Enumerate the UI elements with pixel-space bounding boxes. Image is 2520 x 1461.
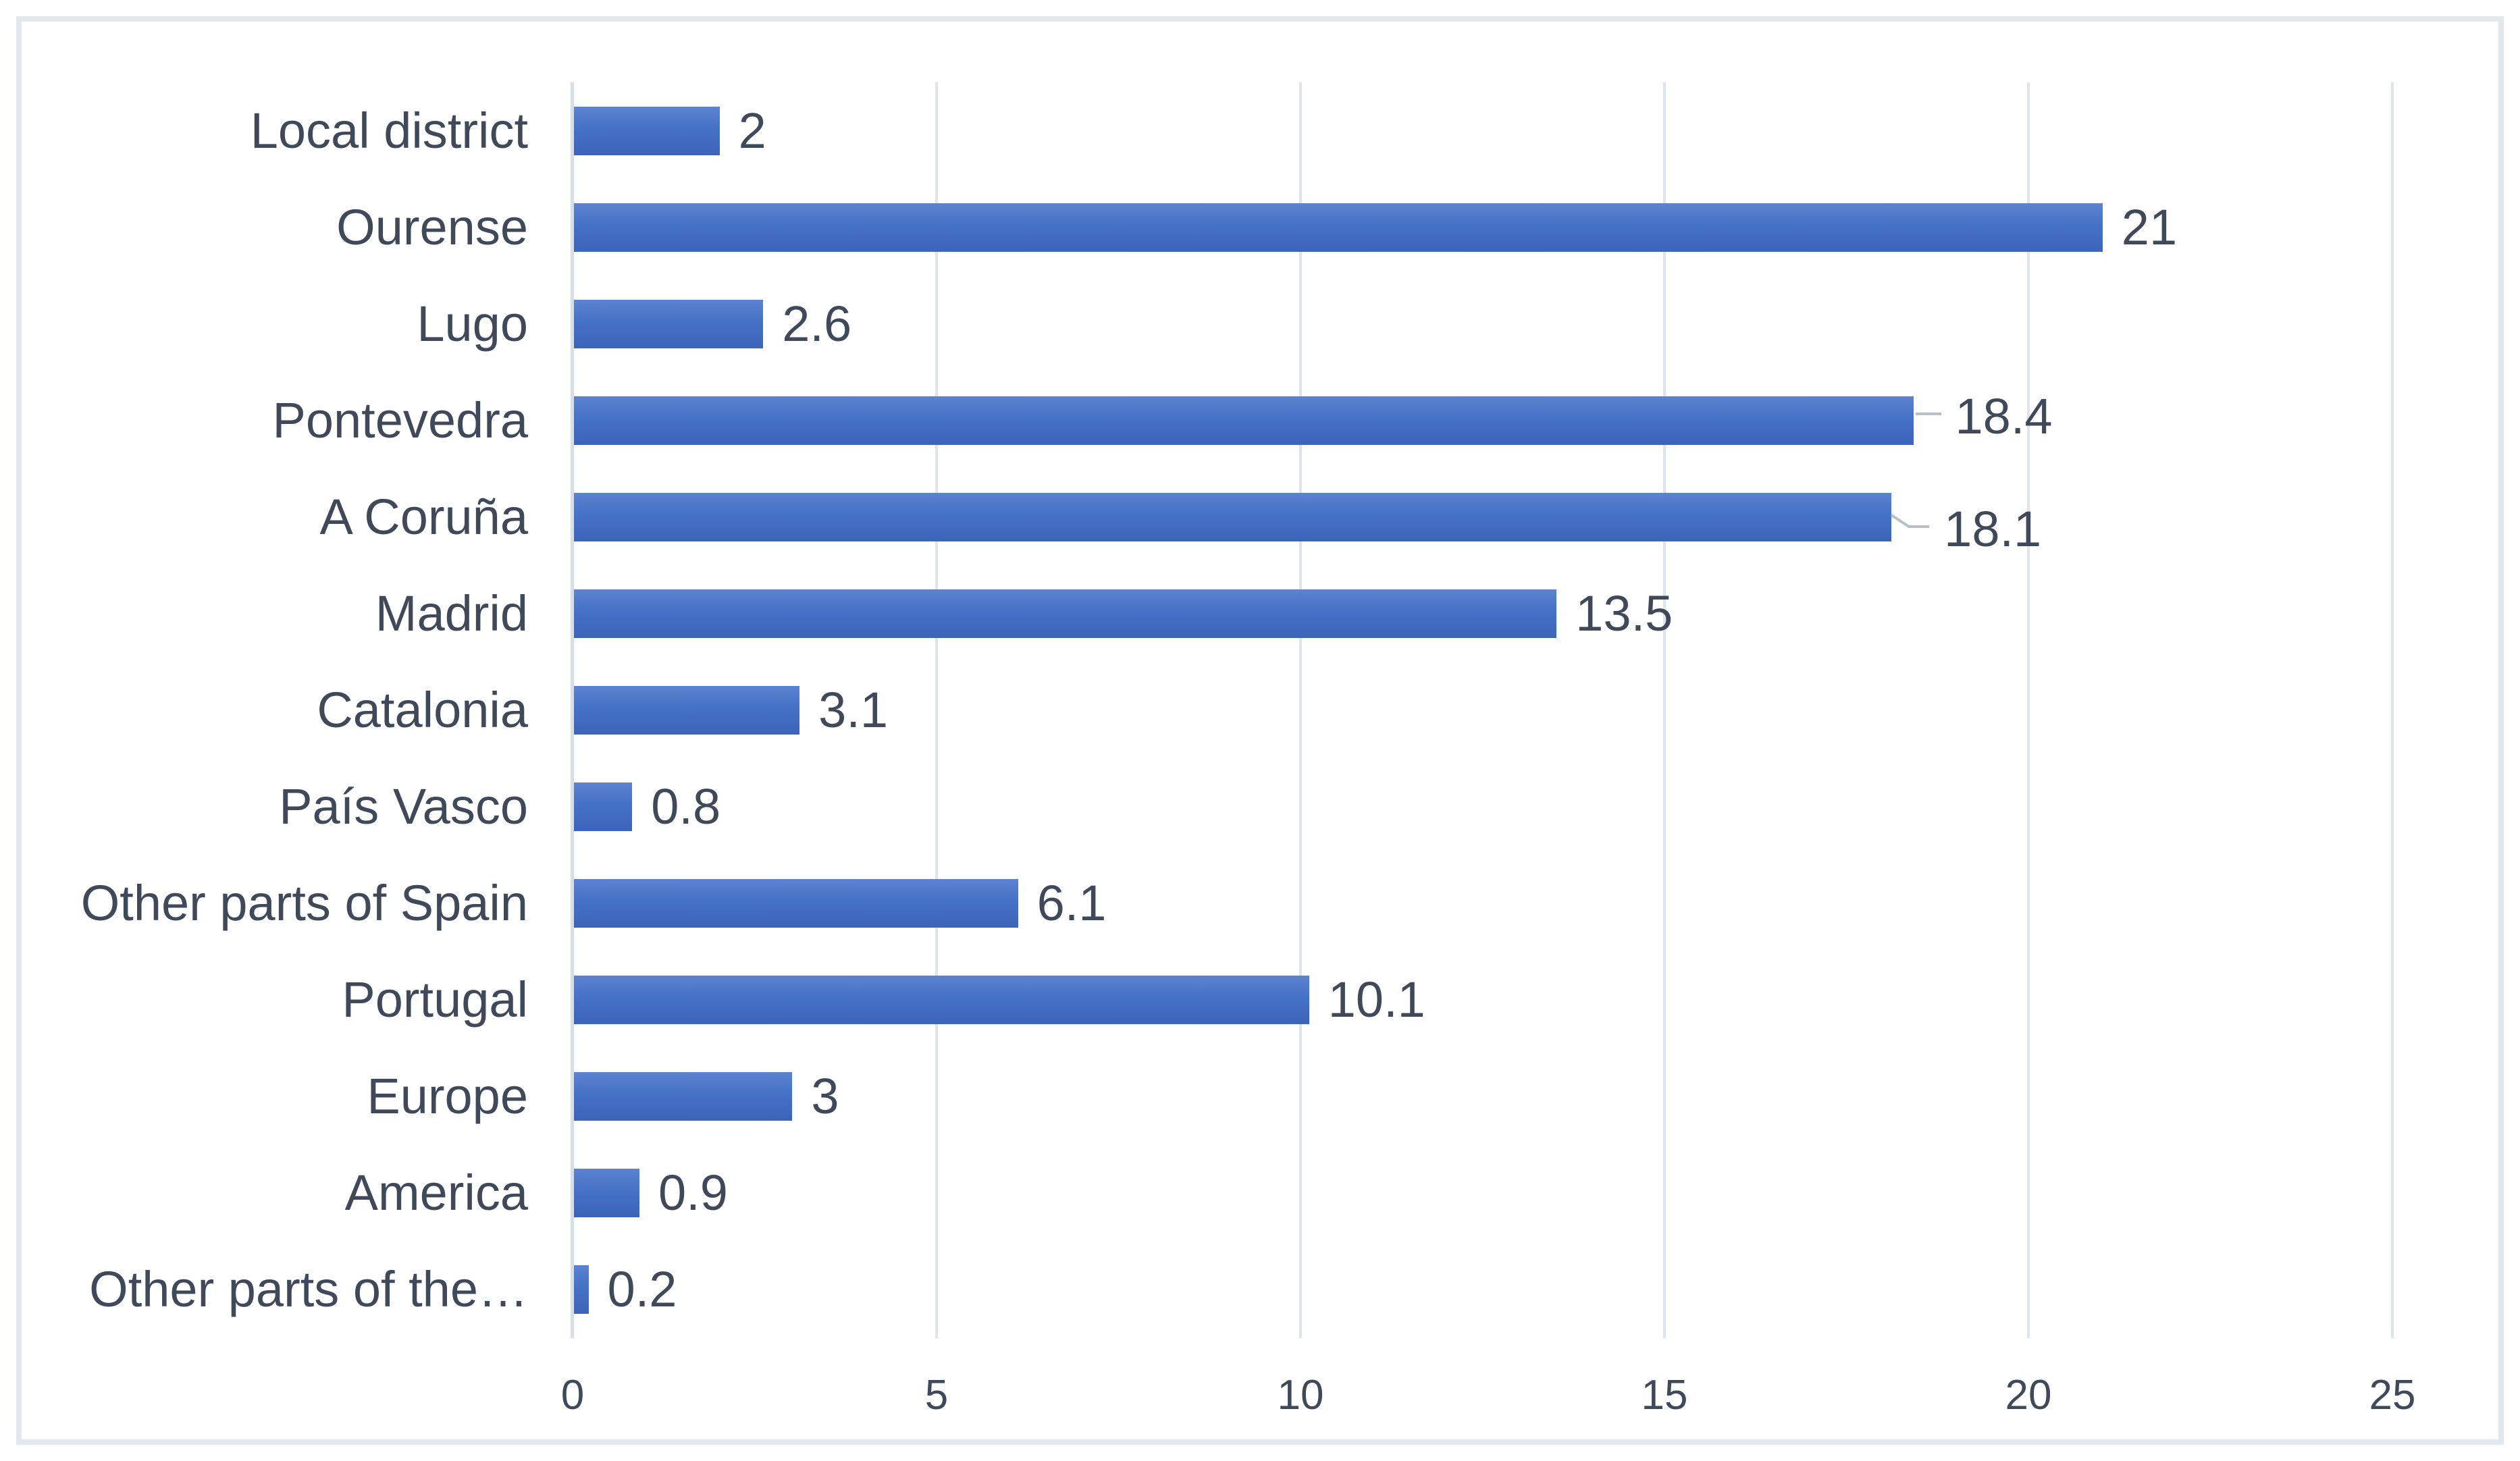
x-tick-label: 0 (560, 1372, 585, 1418)
bar (574, 299, 764, 348)
category-label: Europe (367, 1068, 528, 1125)
bar (574, 976, 1309, 1025)
x-tick-label: 20 (2005, 1372, 2052, 1418)
chart-border-frame (16, 16, 2504, 1445)
leader-line (1890, 514, 1951, 540)
bar (574, 203, 2103, 252)
x-tick-label: 25 (2369, 1372, 2416, 1418)
y-axis-line (571, 82, 574, 1338)
gridline (1663, 82, 1666, 1338)
bar (574, 492, 1892, 541)
bar-value-label: 0.8 (651, 778, 721, 835)
bar-value-label: 13.5 (1575, 585, 1673, 641)
category-label: America (344, 1165, 528, 1221)
bar-value-label: 2.6 (782, 295, 852, 352)
x-axis-tick-labels: 0 5 10 15 20 25 (561, 1372, 2416, 1422)
category-axis-labels: Local district Ourense Lugo Pontevedra A Cor… (41, 82, 528, 1338)
bar-value-label: 6.1 (1036, 875, 1107, 932)
bar (574, 106, 720, 155)
category-label: Pontevedra (272, 392, 529, 448)
bar (574, 879, 1018, 928)
bar (574, 1072, 793, 1121)
gridline (2391, 82, 2394, 1338)
x-tick-label: 5 (924, 1372, 949, 1418)
gridline (2027, 82, 2030, 1338)
leader-line (1915, 412, 1941, 415)
category-label: Local district (250, 102, 528, 159)
category-label: Madrid (375, 585, 528, 641)
x-tick-label: 15 (1641, 1372, 1688, 1418)
gridline (935, 82, 938, 1338)
bar-value-label: 18.4 (1955, 388, 2053, 444)
category-label: Lugo (417, 295, 528, 352)
bar-value-label: 3 (811, 1068, 839, 1125)
x-tick-label: 10 (1277, 1372, 1324, 1418)
category-label: A Coruña (319, 488, 528, 545)
category-label: Catalonia (317, 682, 528, 738)
bar (574, 1265, 589, 1314)
category-label: Other parts of Spain (80, 875, 528, 932)
category-label: Portugal (342, 972, 528, 1028)
bar-value-label: 21 (2121, 198, 2178, 255)
category-label: Other parts of the… (89, 1261, 528, 1318)
bar-value-label: 0.9 (658, 1165, 728, 1221)
bar-value-label: 0.2 (607, 1261, 677, 1318)
bar (574, 396, 1914, 445)
category-label: País Vasco (279, 778, 528, 835)
gridline (1299, 82, 1302, 1338)
bar-value-label: 10.1 (1328, 972, 1425, 1028)
bar (574, 1169, 640, 1218)
category-label: Ourense (336, 198, 528, 255)
bar (574, 589, 1557, 638)
bar-value-label: 18.1 (1944, 500, 2042, 557)
bar-value-label: 3.1 (818, 682, 889, 738)
bar-value-label: 2 (738, 102, 766, 159)
bar (574, 686, 800, 735)
bar (574, 782, 633, 832)
plot-area: 2 21 2.6 18.4 18.1 13.5 3.1 0.8 6.1 10.1 3 0.9 0.2 (571, 82, 2394, 1338)
